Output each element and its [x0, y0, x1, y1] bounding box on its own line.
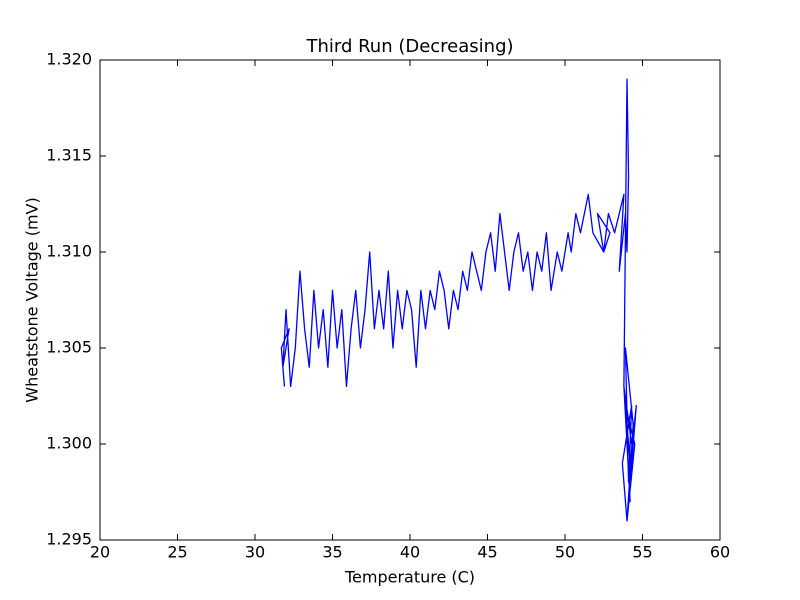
x-tick-label: 25 — [167, 543, 187, 562]
y-tick-label: 1.295 — [46, 530, 92, 549]
x-tick-label: 55 — [632, 543, 652, 562]
y-tick-label: 1.315 — [46, 146, 92, 165]
x-tick-label: 20 — [90, 543, 110, 562]
x-tick-label: 30 — [245, 543, 265, 562]
y-tick-label: 1.310 — [46, 242, 92, 261]
x-tick-label: 60 — [710, 543, 730, 562]
x-tick-label: 35 — [322, 543, 342, 562]
y-tick-label: 1.320 — [46, 50, 92, 69]
chart-title: Third Run (Decreasing) — [305, 36, 513, 57]
x-tick-label: 45 — [477, 543, 497, 562]
y-tick-label: 1.305 — [46, 338, 92, 357]
y-tick-label: 1.300 — [46, 434, 92, 453]
x-axis-label: Temperature (C) — [344, 568, 475, 587]
plot-frame — [99, 59, 721, 541]
y-axis-label: Wheatstone Voltage (mV) — [23, 197, 42, 402]
data-line — [280, 78, 637, 522]
x-tick-label: 50 — [555, 543, 575, 562]
x-tick-label: 40 — [400, 543, 420, 562]
